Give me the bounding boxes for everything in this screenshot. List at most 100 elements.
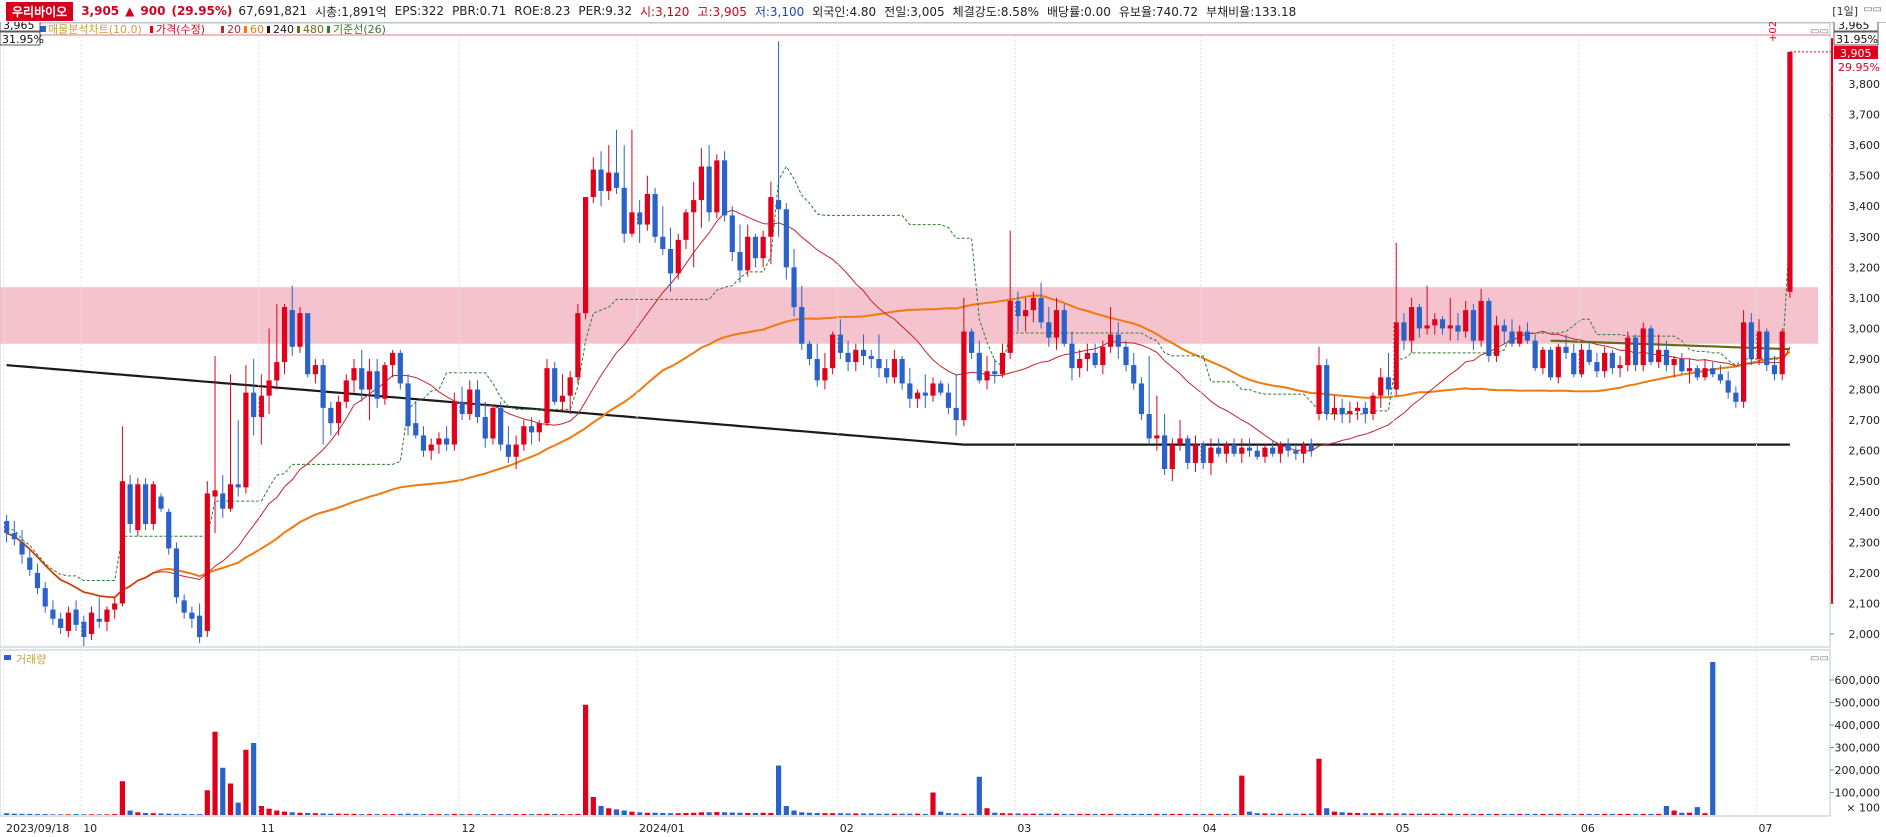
candle[interactable] xyxy=(760,236,766,259)
volume-bar[interactable] xyxy=(830,813,836,815)
volume-bar[interactable] xyxy=(899,813,905,815)
candle[interactable] xyxy=(490,407,496,439)
volume-bar[interactable] xyxy=(328,813,334,815)
candle[interactable] xyxy=(891,359,897,378)
candle[interactable] xyxy=(1285,444,1291,451)
volume-bar[interactable] xyxy=(922,813,928,815)
candle[interactable] xyxy=(112,603,118,610)
volume-bar[interactable] xyxy=(938,811,944,815)
volume-bar[interactable] xyxy=(1030,813,1036,815)
candle[interactable] xyxy=(1324,365,1330,414)
volume-bar[interactable] xyxy=(876,813,882,815)
volume-bar[interactable] xyxy=(1239,775,1245,815)
volume-bar[interactable] xyxy=(1617,813,1623,815)
volume-bar[interactable] xyxy=(258,806,264,815)
candle[interactable] xyxy=(721,160,728,216)
candle[interactable] xyxy=(1370,395,1376,414)
candle[interactable] xyxy=(583,197,589,314)
candle[interactable] xyxy=(706,166,712,213)
volume-bar[interactable] xyxy=(1509,813,1515,815)
volume-bar[interactable] xyxy=(204,790,210,815)
candle[interactable] xyxy=(397,352,403,384)
candle[interactable] xyxy=(173,548,180,598)
volume-bar[interactable] xyxy=(1123,813,1129,815)
candle[interactable] xyxy=(799,307,805,344)
volume-bar[interactable] xyxy=(27,813,33,815)
candle[interactable] xyxy=(768,197,774,237)
volume-bar[interactable] xyxy=(552,813,558,815)
volume-bar[interactable] xyxy=(351,813,357,815)
volume-bar[interactable] xyxy=(953,813,959,815)
candle[interactable] xyxy=(1300,444,1307,454)
volume-bar[interactable] xyxy=(181,813,187,815)
volume-bar[interactable] xyxy=(721,812,728,815)
volume-bar[interactable] xyxy=(783,806,789,815)
period-selector[interactable]: [1일] xyxy=(1832,5,1858,18)
candle[interactable] xyxy=(868,355,874,359)
candle[interactable] xyxy=(96,618,102,622)
legend-ma60[interactable]: 60 xyxy=(250,23,264,36)
candle[interactable] xyxy=(984,371,990,381)
stock-name-badge[interactable]: 우리바이오 xyxy=(6,1,74,21)
volume-bar[interactable] xyxy=(235,802,241,815)
candle[interactable] xyxy=(1239,447,1245,454)
volume-bar[interactable] xyxy=(266,808,272,815)
volume-bar[interactable] xyxy=(1625,813,1631,815)
volume-bar[interactable] xyxy=(1463,813,1469,815)
volume-bar[interactable] xyxy=(853,813,859,815)
candle[interactable] xyxy=(1548,349,1554,378)
volume-bar[interactable] xyxy=(1192,813,1199,815)
candle[interactable] xyxy=(390,352,396,366)
volume-bar[interactable] xyxy=(907,813,913,815)
volume-bar[interactable] xyxy=(58,814,64,815)
candle[interactable] xyxy=(675,239,681,274)
legend-price[interactable]: 가격(수정) xyxy=(156,23,205,36)
candle[interactable] xyxy=(822,368,828,381)
candle[interactable] xyxy=(1401,322,1407,341)
volume-bar[interactable] xyxy=(4,813,10,815)
candle[interactable] xyxy=(1571,352,1577,375)
volume-bar[interactable] xyxy=(436,814,442,815)
volume-bar[interactable] xyxy=(212,731,218,815)
volume-bar[interactable] xyxy=(1393,813,1399,815)
candle[interactable] xyxy=(19,542,25,555)
volume-bar[interactable] xyxy=(127,810,133,816)
candle[interactable] xyxy=(274,362,280,381)
volume-bar[interactable] xyxy=(50,814,56,815)
candle[interactable] xyxy=(220,493,226,509)
volume-bar[interactable] xyxy=(451,813,457,815)
candle[interactable] xyxy=(297,313,303,347)
candle[interactable] xyxy=(1470,310,1476,341)
candle[interactable] xyxy=(1733,392,1739,402)
volume-bar[interactable] xyxy=(884,813,890,815)
candle[interactable] xyxy=(1586,349,1592,363)
candle[interactable] xyxy=(158,496,164,509)
volume-bar[interactable] xyxy=(1046,813,1052,815)
volume-bar[interactable] xyxy=(1702,813,1708,815)
candle[interactable] xyxy=(1077,359,1083,369)
volume-bar[interactable] xyxy=(1339,812,1345,815)
candles[interactable] xyxy=(4,41,1793,647)
candle[interactable] xyxy=(1378,377,1384,396)
volume-bar[interactable] xyxy=(1686,812,1693,815)
volume-bar[interactable] xyxy=(675,813,681,815)
baseline-line[interactable] xyxy=(6,165,1791,581)
candle[interactable] xyxy=(1246,447,1253,451)
volume-bar[interactable] xyxy=(166,813,172,815)
volume-bar[interactable] xyxy=(706,812,712,815)
volume-bar[interactable] xyxy=(1169,813,1175,815)
candle[interactable] xyxy=(729,215,735,253)
candle[interactable] xyxy=(938,383,944,393)
candle[interactable] xyxy=(181,600,187,613)
volume-bar[interactable] xyxy=(1478,813,1484,815)
candle[interactable] xyxy=(444,438,450,445)
volume-bar[interactable] xyxy=(467,814,473,815)
candle[interactable] xyxy=(436,438,442,445)
candle[interactable] xyxy=(65,612,71,631)
volume-bar[interactable] xyxy=(1131,813,1137,815)
volume-bar[interactable] xyxy=(65,814,71,815)
candle[interactable] xyxy=(961,331,967,421)
volume-bar[interactable] xyxy=(644,812,650,815)
candle[interactable] xyxy=(930,383,936,396)
volume-bar[interactable] xyxy=(1023,813,1029,815)
